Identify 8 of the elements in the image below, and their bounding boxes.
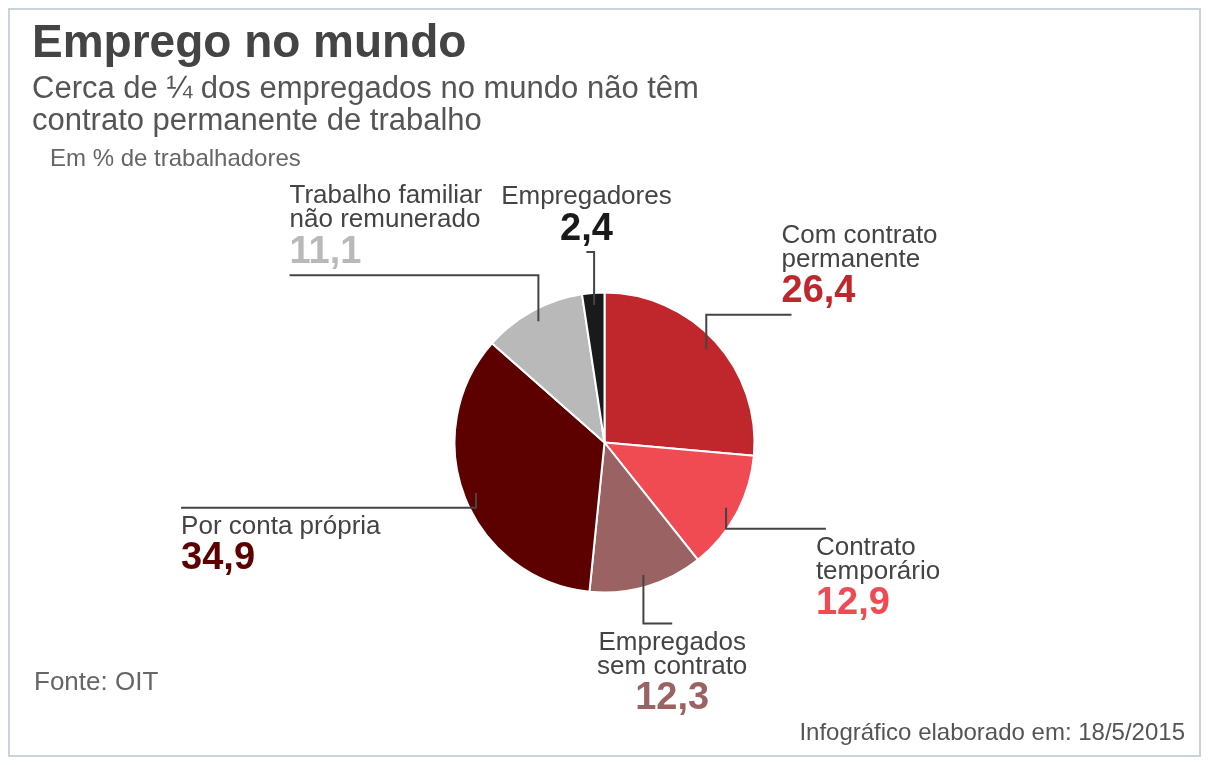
slice-label: Contrato temporário	[815, 531, 941, 585]
source-note: Fonte: OIT	[34, 666, 159, 697]
chart-subtitle: Cerca de ¼ dos empregados no mundo não têm contrato permanente de trabalho	[32, 70, 700, 137]
slice-label: Empregadores	[501, 180, 672, 211]
text: Infográfico elaborado em: 18/5/2015	[799, 718, 1185, 746]
chart-title: Emprego no mundo	[32, 14, 467, 68]
text: Em % de trabalhadores	[50, 144, 301, 172]
slice-label: Com contrato permanente	[781, 218, 938, 273]
